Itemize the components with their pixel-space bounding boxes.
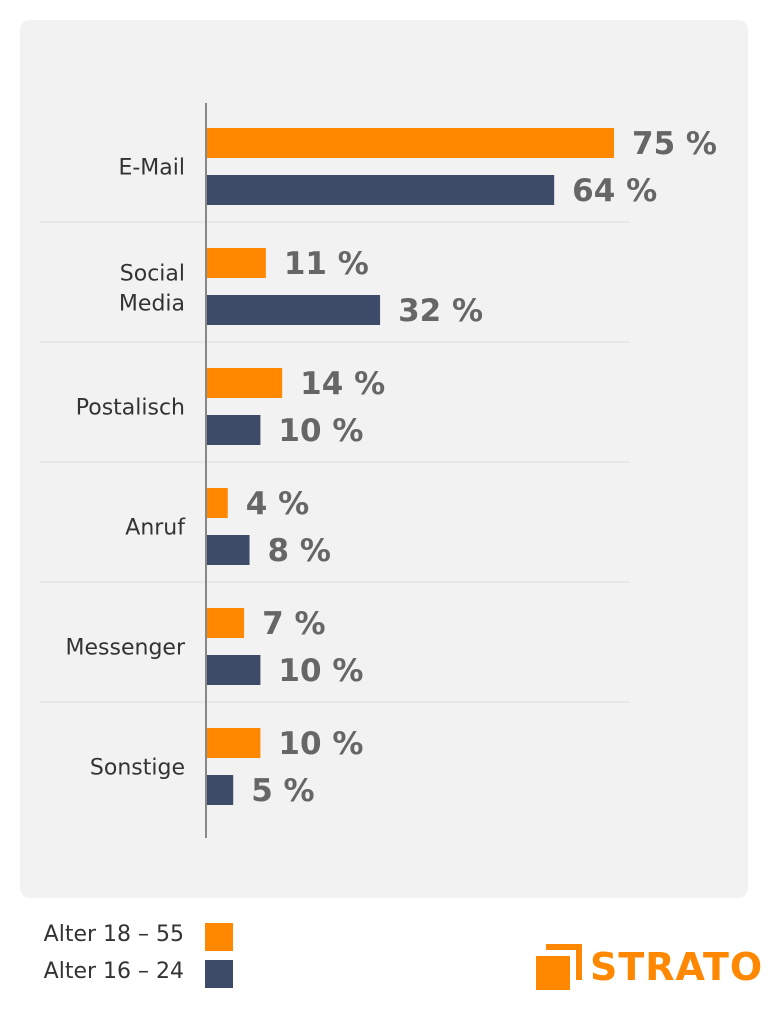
bar <box>206 128 614 158</box>
bar-chart: E-Mail 75 % 64 % Social Media 11 % 32 % Postali… <box>40 103 717 838</box>
bar <box>206 655 261 685</box>
bar <box>206 775 234 805</box>
bar <box>206 608 245 638</box>
bar <box>206 368 283 398</box>
chart-panel <box>20 20 748 898</box>
data-label: 8 % <box>268 533 331 569</box>
data-label: 14 % <box>300 366 385 402</box>
category-label: Messenger <box>66 636 186 661</box>
data-label: 64 % <box>572 173 657 209</box>
legend-swatch <box>205 923 233 951</box>
bar <box>206 248 266 278</box>
bar <box>206 175 555 205</box>
legend-label: Alter 18 – 55 <box>43 922 184 947</box>
legend-item-series-1: Alter 18 – 55 <box>0 920 240 951</box>
data-label: 11 % <box>284 246 369 282</box>
data-label: 5 % <box>251 773 314 809</box>
category-label: Sonstige <box>90 756 185 781</box>
category-label: E-Mail <box>118 156 185 181</box>
bar <box>206 415 261 445</box>
data-label: 10 % <box>278 653 363 689</box>
data-label: 32 % <box>398 293 483 329</box>
strato-logo-text: STRATO <box>590 945 764 989</box>
bar <box>206 295 381 325</box>
strato-logo-icon <box>536 944 582 990</box>
data-label: 75 % <box>632 126 717 162</box>
legend-swatch <box>205 960 233 988</box>
data-label: 7 % <box>262 606 325 642</box>
legend-item-series-2: Alter 16 – 24 <box>0 957 240 988</box>
data-label: 4 % <box>246 486 309 522</box>
data-label: 10 % <box>278 726 363 762</box>
bar <box>206 728 261 758</box>
category-label: Anruf <box>125 516 186 541</box>
strato-logo: STRATO <box>536 940 762 994</box>
data-label: 10 % <box>278 413 363 449</box>
category-label: Social Media <box>119 262 185 317</box>
legend-label: Alter 16 – 24 <box>43 959 184 984</box>
bar <box>206 535 250 565</box>
bar <box>206 488 228 518</box>
category-label: Postalisch <box>76 396 185 421</box>
